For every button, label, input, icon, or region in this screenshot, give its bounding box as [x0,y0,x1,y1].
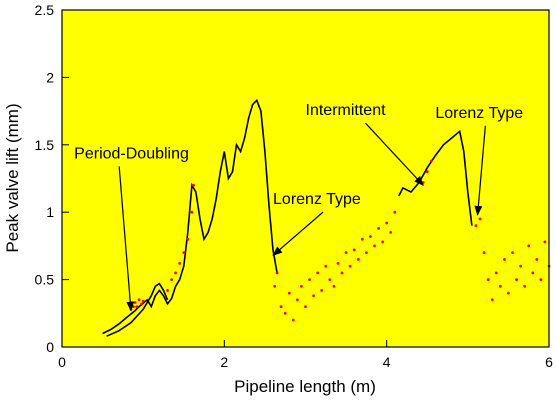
curve-series-2 [398,129,473,226]
data-point [511,251,514,255]
data-point [320,289,324,292]
data-point [531,271,535,275]
data-point [425,170,429,174]
y-tick-label: 2.5 [35,2,55,18]
data-point [137,298,141,302]
data-point [174,271,178,275]
y-tick-label: 1 [46,204,54,220]
data-point [490,298,494,302]
data-point [178,262,182,265]
series-layer [102,98,551,337]
data-point [304,305,307,308]
data-point [279,305,283,308]
data-point [486,278,490,281]
annotation-label: Period-Doubling [74,145,189,162]
data-point [344,251,348,255]
scatter-series-3 [129,159,551,322]
data-point [369,235,372,238]
data-point [300,284,303,288]
curve-series-0 [102,98,278,335]
data-point [328,278,332,281]
data-point [389,231,393,234]
data-point [543,240,547,244]
axis-layer: 0 2 4 6 0 0.5 1 1.5 2 2.5 [35,2,554,370]
data-point [141,299,145,303]
y-tick-label: 0 [46,339,54,355]
data-point [348,264,352,268]
data-point [365,251,368,255]
data-point [373,244,376,248]
data-point [393,210,397,214]
data-point [429,159,433,163]
annotation-arrow [474,125,486,216]
data-point [132,305,135,308]
data-point [381,240,384,244]
data-point [336,262,340,265]
data-point [478,217,482,221]
series-line [398,129,473,226]
data-point [360,237,364,241]
curve-series-1 [106,282,169,337]
data-point [182,251,186,255]
data-point [332,284,336,288]
data-point [170,278,174,281]
data-point [135,305,139,308]
x-tick-label: 0 [58,354,66,370]
data-point [474,224,478,228]
data-point [312,294,315,298]
data-point [283,311,287,315]
data-point [352,248,356,252]
data-point [535,258,539,261]
data-point [186,237,190,241]
data-point [539,278,543,281]
data-point [140,302,143,306]
data-point [291,318,295,322]
y-tick-label: 0.5 [35,272,55,288]
y-tick-label: 1.5 [35,137,55,153]
data-point [275,271,279,275]
data-point [287,291,291,295]
annotation-arrow [365,122,424,186]
data-point [523,284,527,288]
annotation-layer: Period-Doubling Lorenz Type Intermittent Lo… [74,102,523,312]
data-point [515,278,518,281]
annotation-arrow [272,211,324,256]
data-point [192,183,195,187]
plot-background [62,10,549,347]
data-point [273,284,277,288]
data-point [356,258,360,261]
data-point [296,298,299,302]
plot-frame [61,9,550,348]
x-tick-label: 6 [545,354,553,370]
x-tick-label: 2 [220,354,228,370]
data-point [385,221,389,225]
x-tick-label: 4 [383,354,391,370]
data-point [519,264,522,268]
data-point [507,291,510,295]
data-point [482,251,486,255]
annotation-arrow [118,166,135,312]
series-line [106,282,169,337]
data-point [503,258,506,261]
annotation-label: Lorenz Type [273,191,361,208]
annotation-label: Lorenz Type [435,105,523,122]
data-point [190,210,194,214]
annotation-label: Intermittent [306,102,387,119]
y-axis-label: Peak valve lift (mm) [3,103,22,252]
data-point [324,264,328,268]
x-axis-label: Pipeline length (m) [234,377,376,396]
y-tick-label: 2 [46,69,54,85]
data-point [316,271,320,275]
data-point [308,278,311,281]
series-line [102,98,278,335]
data-point [527,244,531,248]
data-point [133,301,137,304]
data-point [377,227,380,230]
data-point [340,271,344,275]
data-point [166,289,169,292]
data-point [494,271,498,275]
data-point [498,284,502,288]
